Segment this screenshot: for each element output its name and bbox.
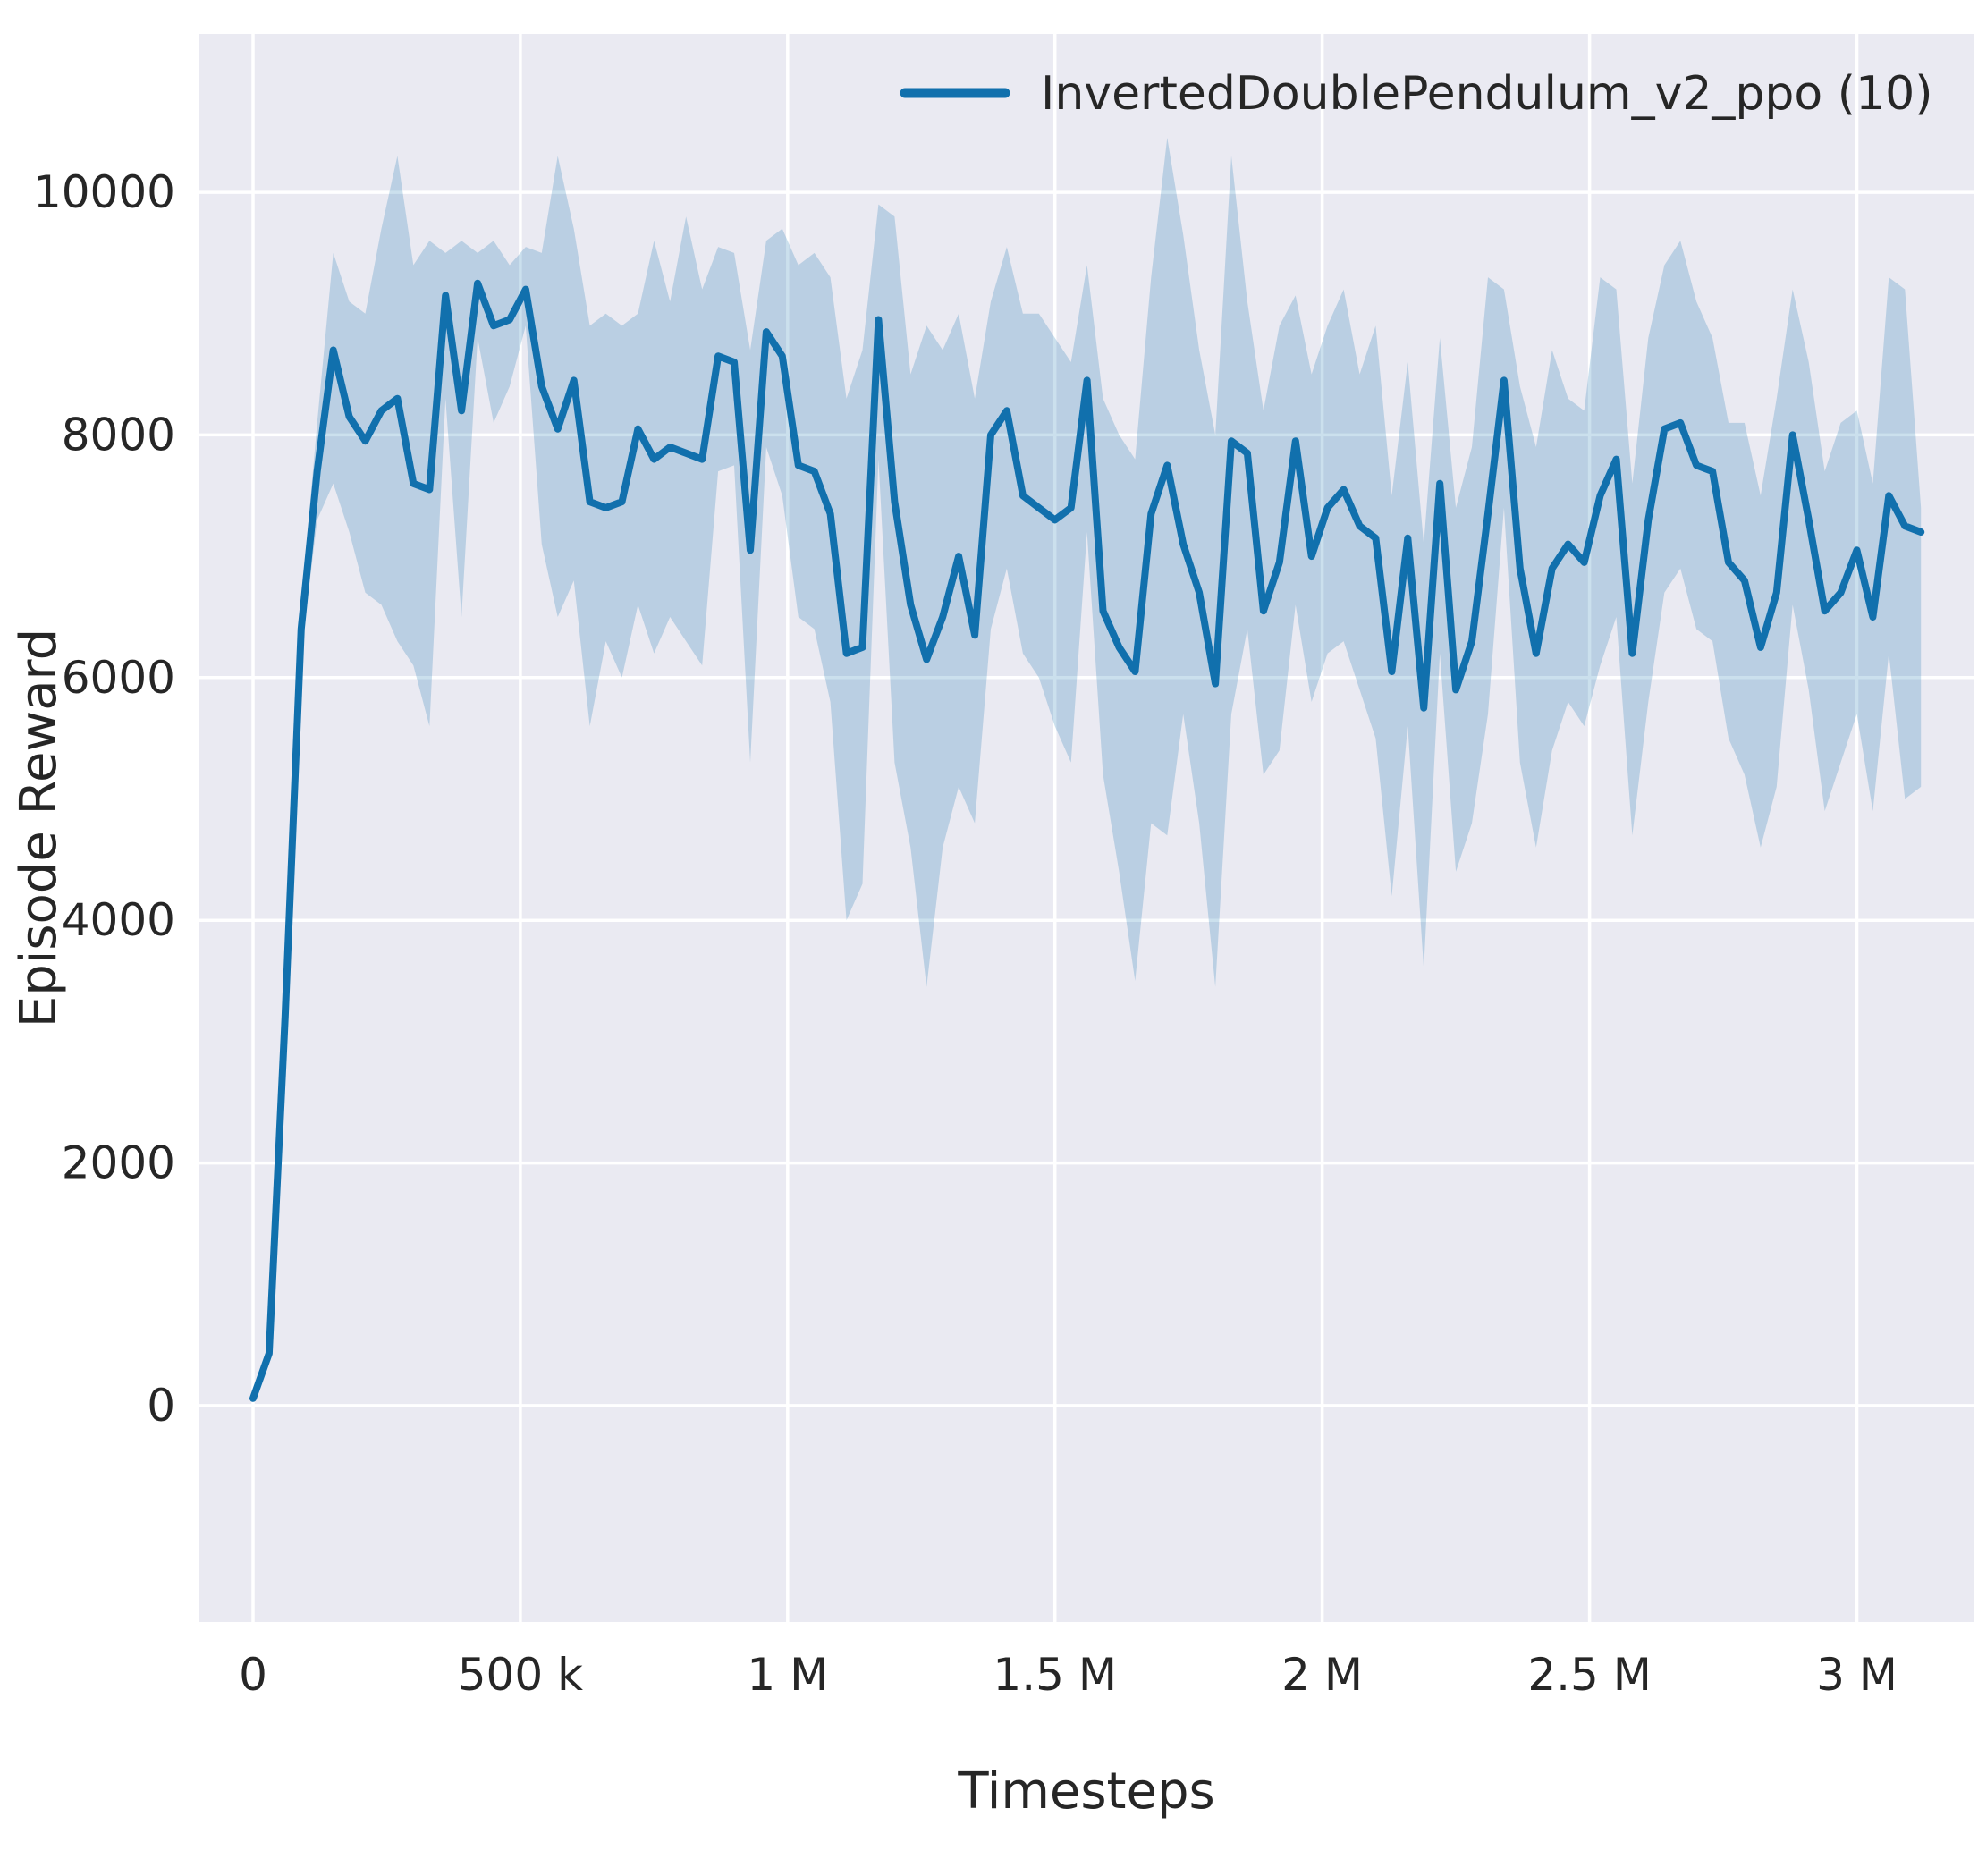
- y-tick-label: 0: [147, 1380, 175, 1432]
- x-tick-label: 3 M: [1816, 1649, 1898, 1701]
- y-tick-label: 6000: [62, 652, 175, 704]
- legend-label: InvertedDoublePendulum_v2_ppo (10): [1041, 67, 1933, 121]
- x-tick-labels: 0 500 k 1 M 1.5 M 2 M 2.5 M 3 M: [239, 1649, 1898, 1701]
- y-axis-label: Episode Reward: [10, 629, 68, 1027]
- y-tick-label: 8000: [62, 409, 175, 461]
- x-tick-label: 0: [239, 1649, 267, 1701]
- reward-line-path: [249, 279, 1925, 1402]
- reward-line: [249, 279, 1925, 1402]
- plot-background: [199, 34, 1974, 1622]
- x-tick-label: 500 k: [458, 1649, 583, 1701]
- x-axis-label: Timesteps: [957, 1762, 1214, 1821]
- x-tick-label: 2.5 M: [1527, 1649, 1652, 1701]
- y-tick-label: 4000: [62, 894, 175, 946]
- y-tick-labels: 0 2000 4000 6000 8000 10000: [33, 166, 175, 1432]
- confidence-band: [253, 138, 1922, 1399]
- x-tick-label: 1.5 M: [993, 1649, 1117, 1701]
- legend: InvertedDoublePendulum_v2_ppo (10): [900, 67, 1933, 121]
- gridlines: [199, 34, 1974, 1622]
- y-tick-label: 2000: [62, 1137, 175, 1189]
- x-tick-label: 2 M: [1281, 1649, 1363, 1701]
- x-tick-label: 1 M: [747, 1649, 828, 1701]
- reward-band-area: [253, 138, 1922, 1399]
- y-tick-label: 10000: [33, 166, 175, 218]
